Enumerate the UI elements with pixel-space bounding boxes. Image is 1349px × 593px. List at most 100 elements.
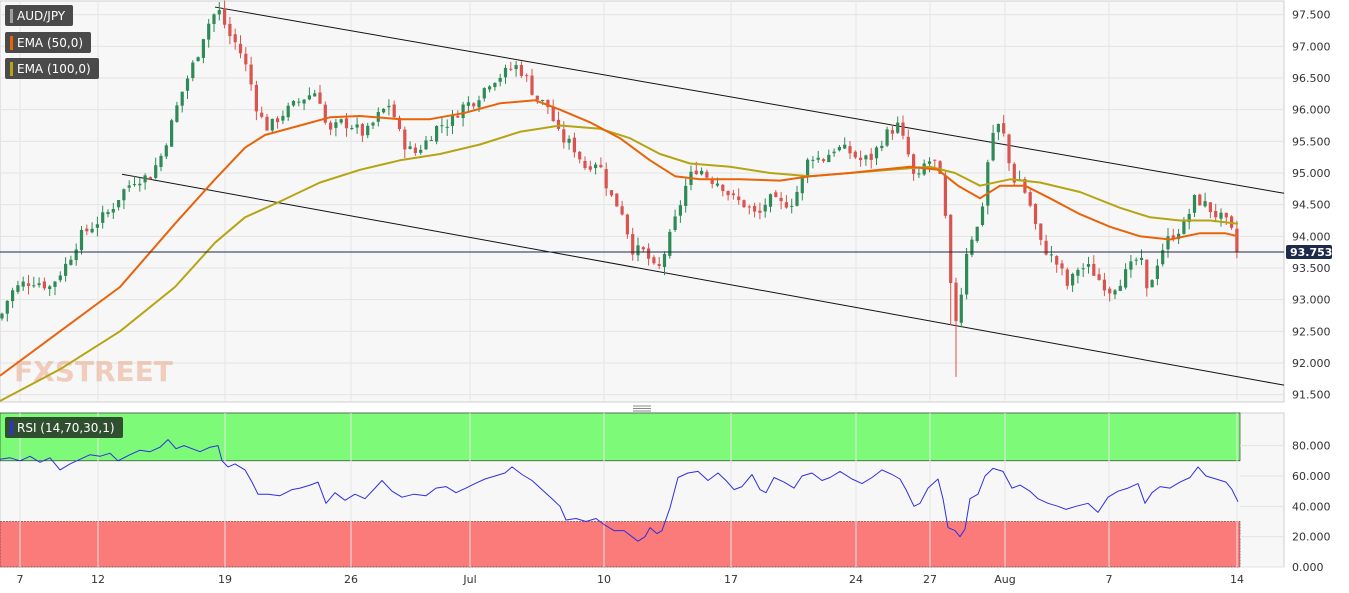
candle-up	[991, 132, 995, 161]
price-tick-label: 96.500	[1292, 72, 1331, 85]
candle-down	[641, 247, 645, 250]
candle-up	[864, 155, 868, 160]
candle-down	[774, 192, 778, 198]
legend-rsi[interactable]: RSI (14,70,30,1)	[5, 417, 123, 438]
pane-resize-handle[interactable]	[633, 405, 651, 412]
candle-up	[64, 263, 68, 276]
price-tick-label: 94.000	[1292, 230, 1331, 243]
candle-down	[546, 99, 550, 108]
legend-symbol[interactable]: AUD/JPY	[5, 5, 74, 26]
candle-down	[753, 205, 757, 212]
candle-down	[599, 164, 603, 168]
candle-up	[350, 127, 354, 129]
candle-up	[281, 115, 285, 121]
candle-up	[1049, 254, 1053, 256]
candle-down	[260, 112, 264, 117]
candle-up	[159, 155, 163, 167]
candle-down	[26, 283, 31, 286]
candle-up	[1113, 290, 1117, 295]
candle-up	[286, 105, 290, 118]
legend-rsi-label: RSI (14,70,30,1)	[17, 420, 115, 435]
legend-ema50-swatch	[10, 35, 13, 50]
price-tick-label: 93.500	[1292, 262, 1331, 275]
candle-down	[631, 234, 635, 255]
rsi-series	[0, 439, 1239, 542]
candle-up	[191, 62, 195, 79]
candle-down	[578, 151, 582, 160]
candle-up	[1187, 213, 1191, 223]
candle-down	[265, 116, 269, 131]
candle-down	[323, 104, 327, 123]
rsi-tick-label: 20.000	[1292, 531, 1331, 544]
legend-ema100[interactable]: EMA (100,0)	[5, 58, 99, 79]
candle-up	[37, 283, 41, 286]
candle-down	[731, 193, 735, 196]
candle-up	[371, 122, 375, 126]
candle-up	[1219, 212, 1223, 219]
last-price-badge: 93.753	[1286, 244, 1332, 259]
candle-down	[572, 137, 576, 153]
candle-up	[212, 14, 216, 25]
candle-up	[567, 138, 571, 143]
candle-up	[164, 145, 168, 157]
candle-up	[207, 23, 211, 40]
candle-up	[1071, 273, 1075, 286]
candle-up	[307, 95, 311, 100]
candle-up	[498, 77, 502, 82]
candle-down	[853, 151, 857, 158]
candle-up	[700, 170, 704, 175]
price-grid-horizontal	[0, 14, 1284, 396]
candle-up	[387, 105, 391, 108]
candle-up	[959, 294, 963, 323]
candle-down	[906, 136, 910, 155]
candle-up	[138, 183, 142, 186]
candle-down	[233, 34, 237, 43]
candle-up	[170, 120, 174, 147]
candle-down	[933, 159, 937, 161]
candle-down	[742, 200, 746, 208]
candle-up	[874, 147, 879, 159]
candle-down	[403, 129, 407, 150]
candle-up	[1155, 265, 1159, 280]
candle-up	[811, 159, 815, 161]
candle-up	[673, 216, 677, 230]
price-tick-label: 94.500	[1292, 199, 1331, 212]
candle-up	[493, 82, 497, 88]
candle-up	[668, 231, 672, 256]
candle-down	[1214, 210, 1218, 218]
candle-down	[535, 95, 539, 100]
candle-up	[106, 212, 110, 215]
candle-down	[694, 170, 698, 175]
price-tick-label: 92.000	[1292, 357, 1331, 370]
candle-up	[488, 86, 492, 90]
candle-down	[85, 228, 89, 232]
time-tick-label: 10	[597, 573, 611, 586]
legend-symbol-swatch	[10, 8, 13, 23]
candle-down	[519, 65, 523, 76]
candle-down	[1235, 228, 1239, 252]
candle-up	[419, 149, 423, 153]
candle-down	[758, 210, 762, 213]
candle-down	[705, 171, 709, 178]
candle-up	[514, 65, 518, 70]
candle-up	[21, 281, 25, 287]
time-tick-label: 27	[923, 573, 937, 586]
candle-up	[79, 229, 84, 251]
candle-down	[1055, 256, 1059, 265]
time-tick-label: Jul	[462, 573, 476, 586]
candle-down	[710, 178, 714, 185]
candle-up	[122, 189, 126, 201]
candle-down	[551, 106, 555, 122]
candle-up	[482, 88, 486, 99]
rsi-zones	[0, 412, 1241, 568]
candle-down	[779, 197, 783, 202]
candle-up	[0, 313, 4, 319]
candle-up	[843, 144, 847, 149]
candle-down	[1028, 192, 1032, 206]
legend-ema50[interactable]: EMA (50,0)	[5, 32, 92, 53]
candle-down	[1108, 288, 1112, 294]
candle-up	[90, 228, 94, 233]
last-price-badge-bg	[1286, 244, 1332, 259]
candlestick-series	[0, 0, 1239, 377]
